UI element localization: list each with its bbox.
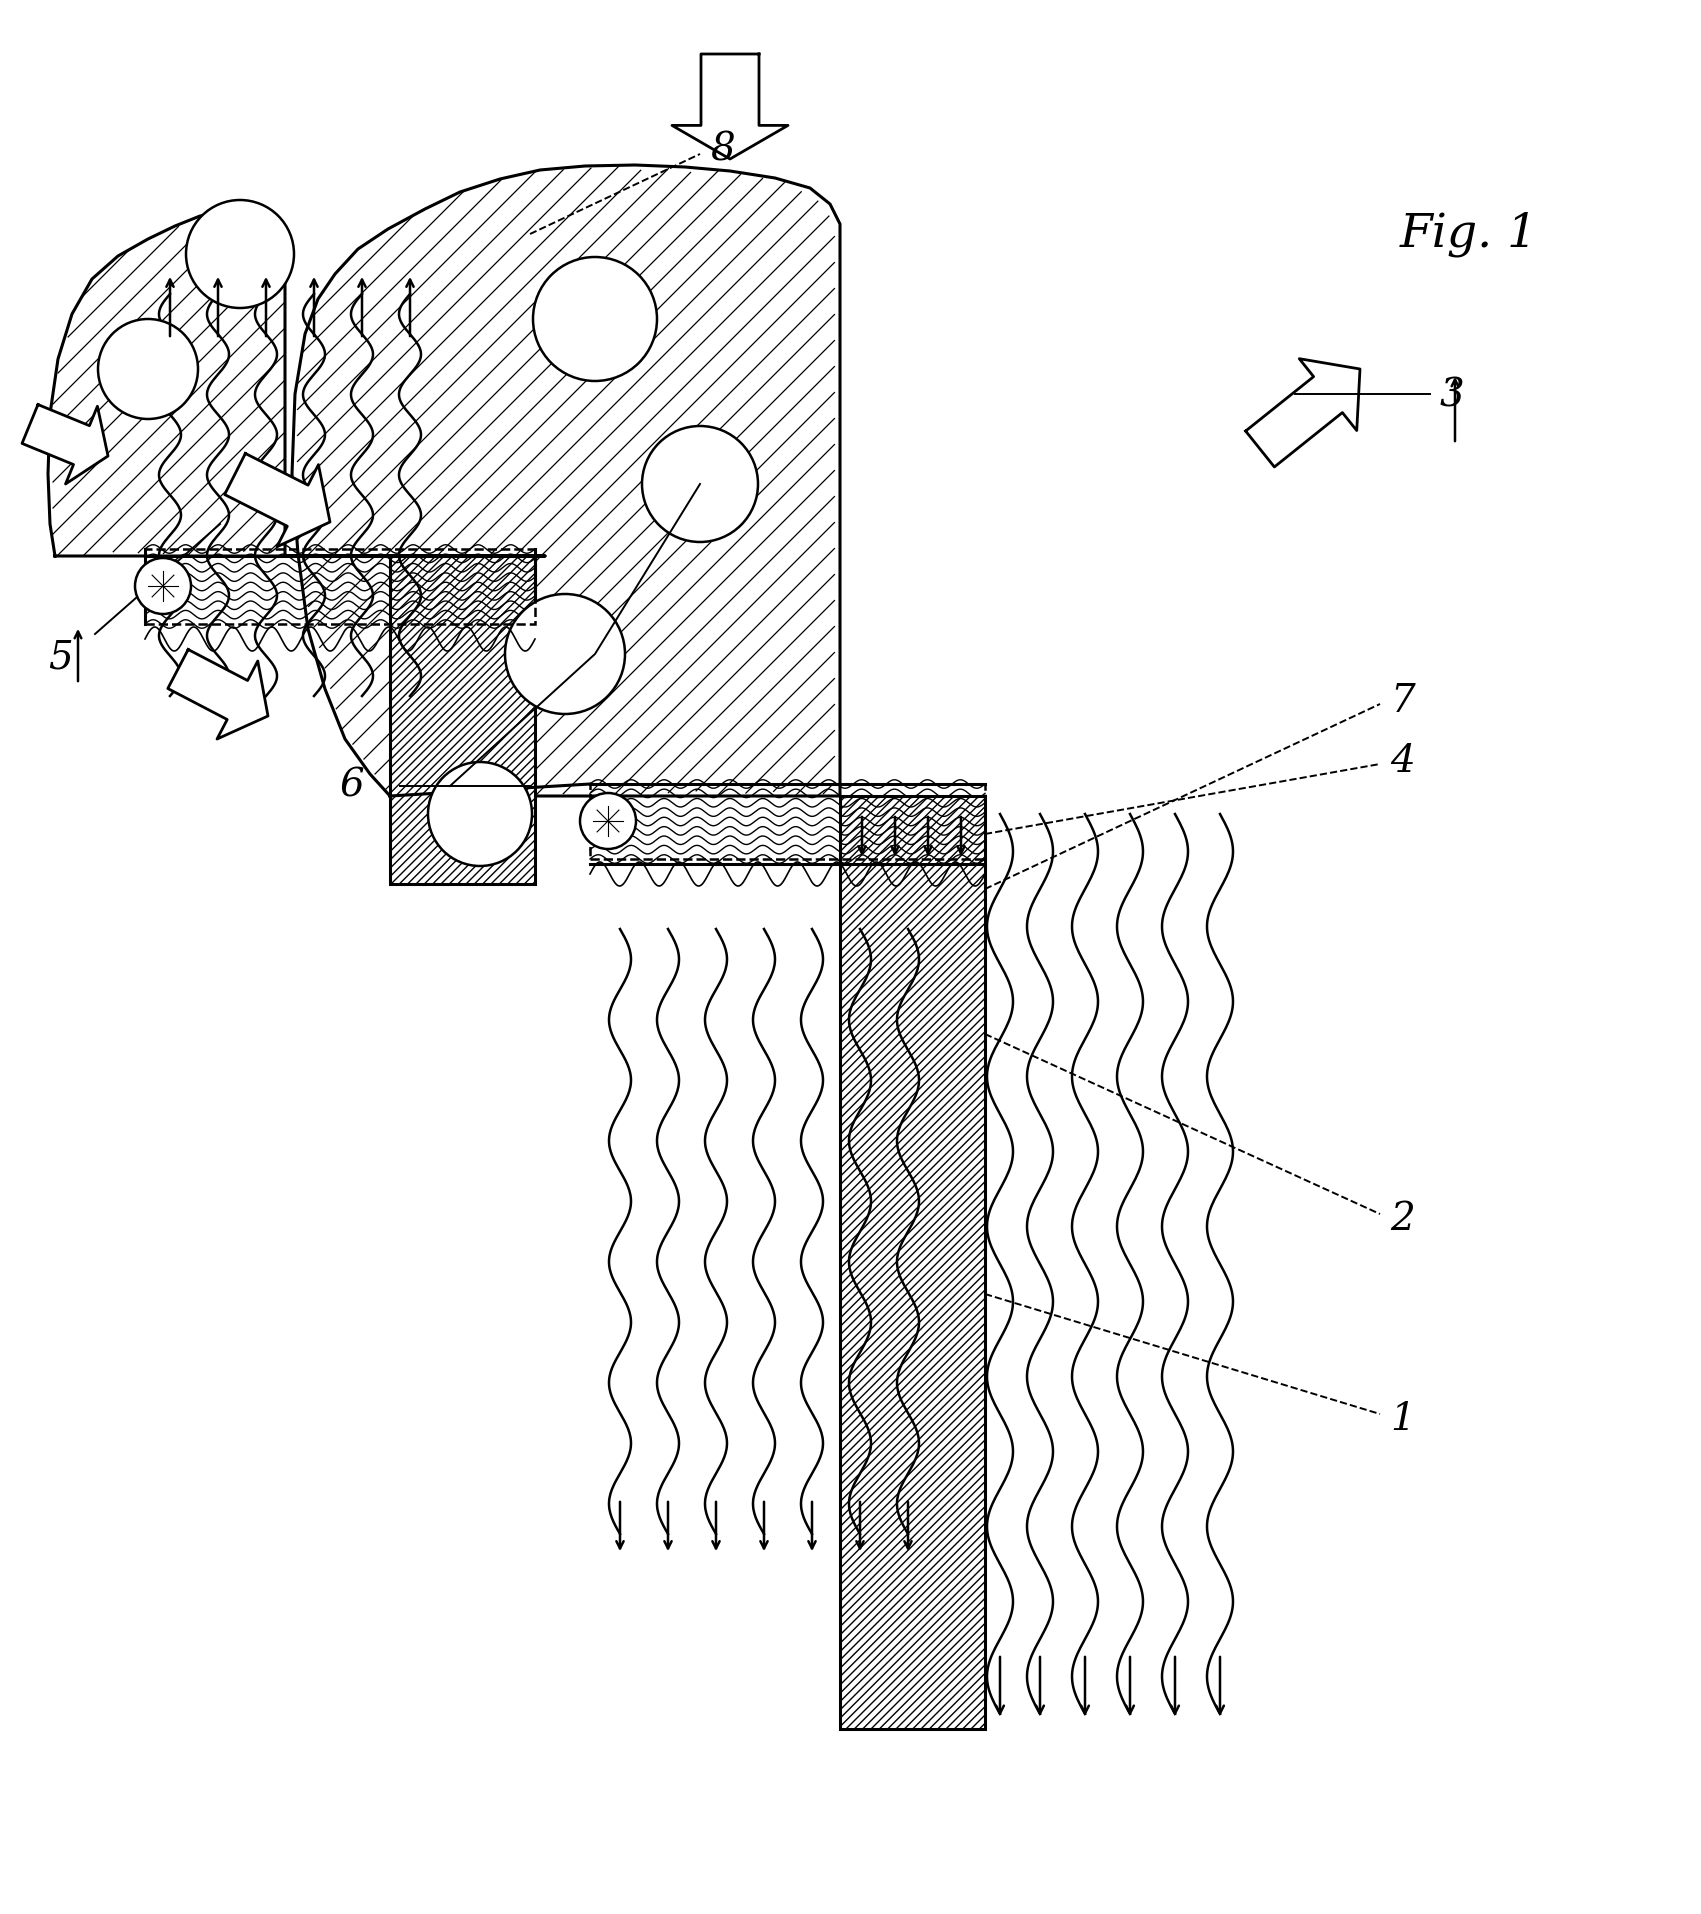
- Circle shape: [134, 559, 191, 614]
- Polygon shape: [22, 404, 107, 484]
- Text: 1: 1: [1390, 1401, 1415, 1437]
- Circle shape: [505, 593, 624, 714]
- Polygon shape: [1245, 358, 1361, 467]
- Text: 3: 3: [1441, 377, 1465, 415]
- Text: 7: 7: [1390, 683, 1415, 720]
- Text: 5: 5: [48, 639, 73, 676]
- Polygon shape: [168, 649, 269, 739]
- Text: 6: 6: [340, 768, 364, 804]
- Polygon shape: [225, 454, 330, 547]
- Circle shape: [580, 792, 636, 850]
- Circle shape: [185, 199, 294, 308]
- Polygon shape: [48, 212, 544, 555]
- Bar: [840, 796, 985, 1728]
- Bar: [590, 785, 985, 859]
- Bar: [145, 549, 536, 624]
- Text: 8: 8: [709, 132, 735, 168]
- Polygon shape: [293, 165, 840, 796]
- Circle shape: [532, 256, 657, 381]
- Text: 2: 2: [1390, 1200, 1415, 1238]
- Text: 4: 4: [1390, 743, 1415, 781]
- Polygon shape: [672, 54, 788, 159]
- Circle shape: [99, 320, 197, 419]
- Bar: [390, 555, 536, 884]
- Text: Fig. 1: Fig. 1: [1400, 211, 1538, 256]
- Circle shape: [429, 762, 532, 865]
- Circle shape: [641, 427, 759, 542]
